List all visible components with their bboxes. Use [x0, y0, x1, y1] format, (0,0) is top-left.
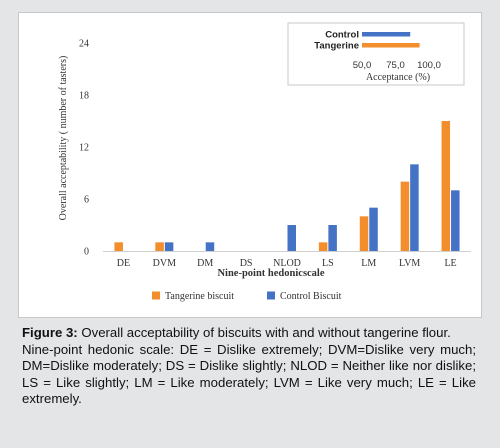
- caption-text: Overall acceptability of biscuits with a…: [77, 325, 451, 340]
- x-tick-label: LE: [444, 258, 456, 269]
- caption-title: Figure 3: Overall acceptability of biscu…: [22, 325, 476, 342]
- main-plot: 0 6 12 18 24 DE DVM DM DS NLOD LS LM LVM LE: [79, 39, 471, 269]
- x-tick-label: DS: [240, 258, 253, 269]
- inset-axis-label: Acceptance (%): [366, 72, 430, 83]
- caption-note: Nine-point hedonic scale: DE = Dislike e…: [22, 341, 476, 407]
- x-tick-label: DM: [197, 258, 213, 269]
- bar-tangerine: [155, 242, 164, 251]
- bar-tangerine: [318, 242, 328, 251]
- caption-label: Figure 3:: [22, 325, 78, 340]
- legend-label: Control Biscuit: [280, 291, 342, 302]
- x-axis-label: Nine-point hedonicscale: [217, 268, 324, 279]
- x-tick-label: DVM: [153, 258, 176, 269]
- y-tick-label: 12: [79, 143, 89, 154]
- y-tick-label: 0: [84, 247, 89, 258]
- y-tick-label: 6: [84, 195, 89, 206]
- legend-swatch: [152, 291, 160, 300]
- inset-bar: [362, 32, 411, 37]
- inset-category-label: Control: [325, 30, 359, 41]
- bar-tangerine: [400, 181, 410, 251]
- bar-tangerine: [114, 242, 123, 251]
- legend-swatch: [267, 291, 275, 300]
- bar-control: [328, 225, 337, 251]
- inset-bar: [362, 43, 420, 48]
- x-tick-label: NLOD: [273, 258, 301, 269]
- bar-control: [205, 242, 215, 251]
- chart-svg: 0 6 12 18 24 DE DVM DM DS NLOD LS LM LVM LE Overall a…: [58, 22, 471, 302]
- x-tick-label: LVM: [399, 258, 420, 269]
- y-tick-label: 24: [79, 39, 89, 50]
- inset-tick-label: 75,0: [386, 60, 405, 71]
- x-tick-label: LS: [322, 258, 334, 269]
- bar-tangerine: [359, 216, 369, 251]
- bar-tangerine: [441, 121, 451, 251]
- bar-control: [451, 190, 460, 251]
- bar-control: [410, 164, 419, 251]
- inset-category-label: Tangerine: [314, 41, 359, 52]
- bar-control: [369, 207, 378, 251]
- y-axis-label: Overall acceptability ( number of taster…: [58, 56, 69, 221]
- x-tick-label: LM: [361, 258, 376, 269]
- legend-label: Tangerine biscuit: [165, 291, 234, 302]
- inset-tick-label: 50,0: [353, 60, 372, 71]
- y-tick-label: 18: [79, 91, 89, 102]
- bar-control: [164, 242, 174, 251]
- inset-tick-label: 100,0: [417, 60, 441, 71]
- figure-caption: Figure 3: Overall acceptability of biscu…: [22, 325, 476, 408]
- x-tick-label: DE: [117, 258, 130, 269]
- legend: Tangerine biscuit Control Biscuit: [152, 291, 342, 302]
- bar-control: [287, 225, 296, 251]
- figure-panel: 0 6 12 18 24 DE DVM DM DS NLOD LS LM LVM LE Overall a…: [18, 12, 482, 318]
